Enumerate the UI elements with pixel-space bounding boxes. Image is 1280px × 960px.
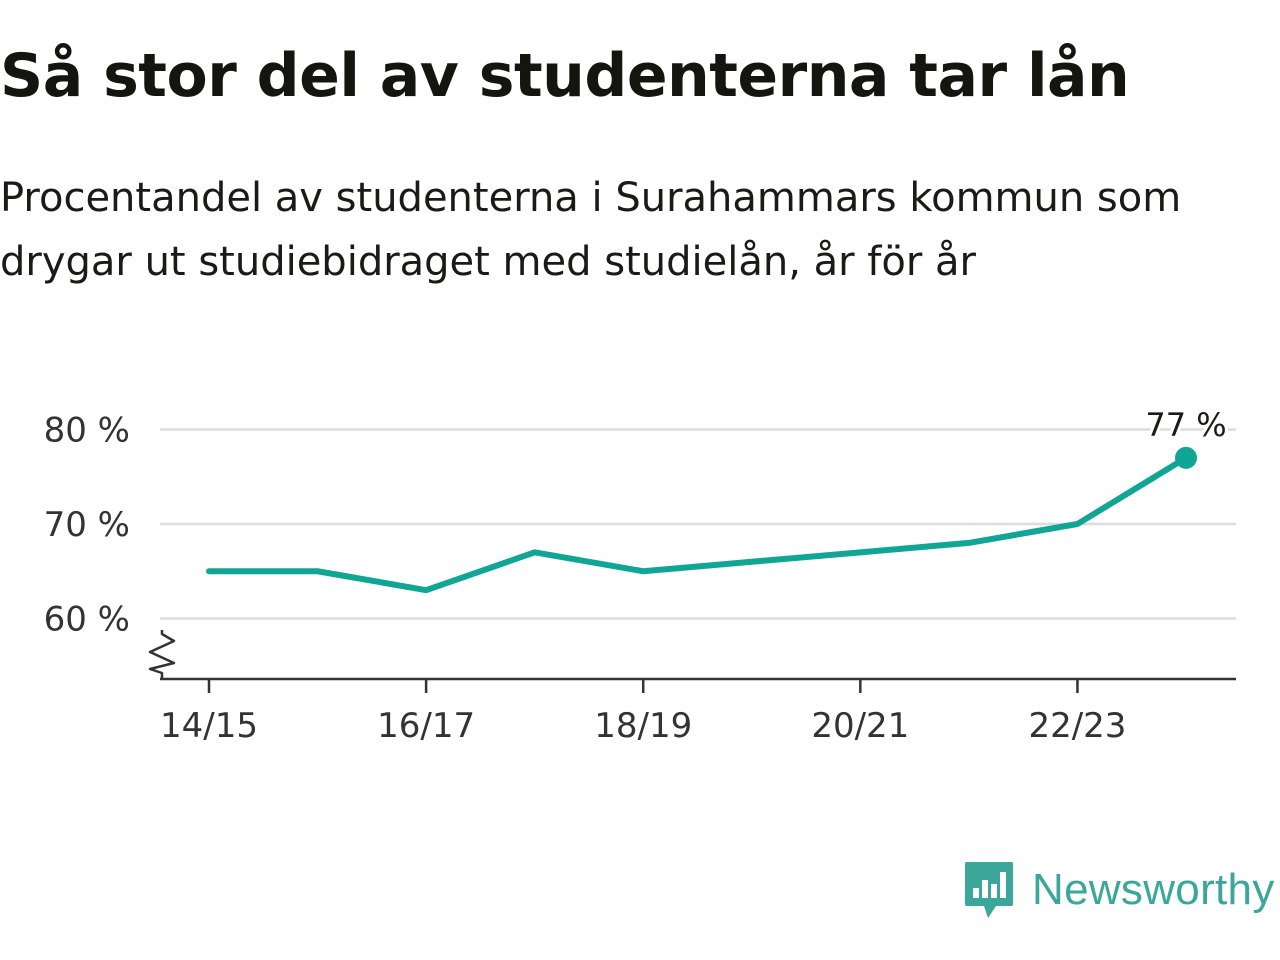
x-tick-label: 22/23 (1028, 706, 1126, 746)
newsworthy-bar-chart-icon (965, 862, 1013, 918)
data-labels: 77 % (1142, 403, 1229, 447)
last-point-label: 77 % (1145, 406, 1226, 444)
y-tick-label: 70 % (44, 505, 130, 545)
axis-break-icon (148, 630, 176, 679)
series-line (206, 454, 1189, 594)
grid-lines (160, 428, 1236, 620)
newsworthy-logo: Newsworthy (964, 860, 1275, 920)
x-tick-label: 20/21 (811, 706, 909, 746)
last-point-marker (1175, 446, 1197, 469)
chart-subtitle: Procentandel av studenterna i Surahammar… (0, 175, 1182, 285)
x-axis (148, 630, 1236, 681)
y-tick-label: 80 % (44, 411, 130, 451)
x-tick-label: 16/17 (377, 706, 475, 746)
x-tick-label: 14/15 (160, 706, 258, 746)
y-tick-label: 60 % (44, 600, 130, 640)
y-axis-labels: 60 % 70 % 80 % (44, 411, 130, 640)
chart-title: Så stor del av studenterna tar lån (0, 41, 1130, 111)
x-axis-ticks: 14/15 16/17 18/19 20/21 22/23 (160, 679, 1126, 746)
x-tick-label: 18/19 (594, 706, 692, 746)
brand-name: Newsworthy (1032, 865, 1275, 914)
series-group (206, 446, 1197, 594)
